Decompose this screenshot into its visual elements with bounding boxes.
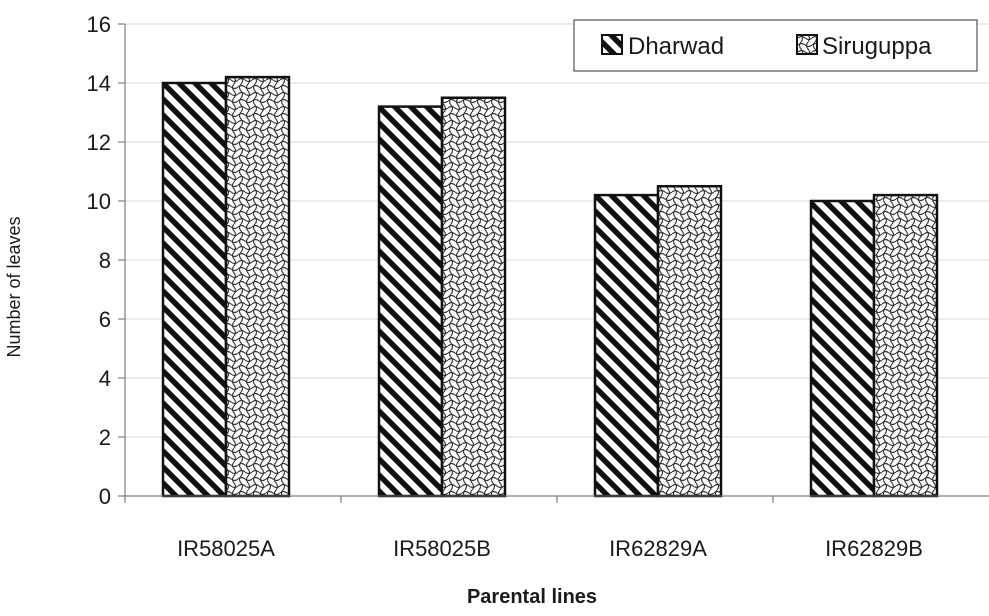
- legend-swatch-siruguppa: [796, 34, 818, 55]
- x-category-label: IR62829A: [609, 536, 707, 561]
- x-category-label: IR58025A: [177, 536, 275, 561]
- legend: Dharwad Siruguppa: [573, 19, 978, 72]
- y-tick-label: 2: [99, 425, 111, 450]
- bar-dharwad-ir58025a: [161, 81, 228, 498]
- bar-dharwad-ir62829a: [593, 193, 660, 498]
- y-tick-label: 14: [87, 71, 111, 96]
- y-tick-label: 16: [87, 12, 111, 37]
- x-axis-title: Parental lines: [467, 586, 597, 608]
- y-tick-label: 10: [87, 189, 111, 214]
- legend-box: [573, 19, 978, 72]
- bar-dharwad-ir62829b: [809, 199, 876, 498]
- y-tick-label: 0: [99, 484, 111, 509]
- bar-siruguppa-ir62829b: [872, 193, 939, 498]
- y-tick-label: 4: [99, 366, 111, 391]
- x-category-label: IR62829B: [825, 536, 923, 561]
- x-category-labels: IR58025A IR58025B IR62829A IR62829B: [177, 536, 923, 561]
- y-axis-title: Number of leaves: [4, 216, 24, 357]
- y-tick-label: 6: [99, 307, 111, 332]
- bar-siruguppa-ir62829a: [656, 185, 723, 498]
- y-tick-label: 12: [87, 130, 111, 155]
- legend-swatch-dharwad: [601, 34, 623, 55]
- x-category-label: IR58025B: [393, 536, 491, 561]
- y-tick-labels: 0 2 4 6 8 10 12 14 16: [87, 12, 111, 509]
- axes: [124, 24, 989, 503]
- bar-siruguppa-ir58025a: [224, 75, 291, 498]
- legend-label-dharwad: Dharwad: [628, 33, 724, 60]
- legend-label-siruguppa: Siruguppa: [822, 33, 932, 60]
- bar-siruguppa-ir58025b: [440, 96, 507, 498]
- bar-dharwad-ir58025b: [377, 105, 444, 498]
- bars: [161, 75, 939, 498]
- y-tick-label: 8: [99, 248, 111, 273]
